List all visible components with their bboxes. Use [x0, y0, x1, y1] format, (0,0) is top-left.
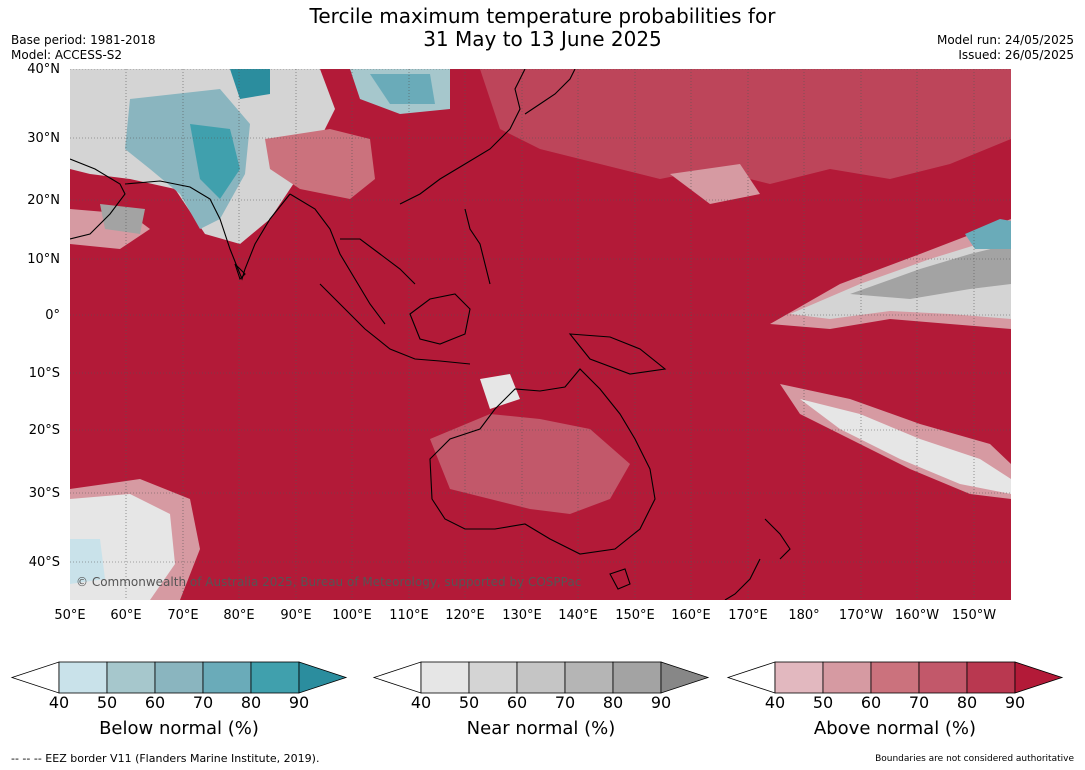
lon-label: 140°E [558, 608, 598, 623]
lon-label: 180° [788, 608, 820, 623]
lat-label: 30°N [27, 131, 60, 146]
below-normal-region [965, 219, 1011, 249]
colorbar-tick-label: 80 [602, 693, 624, 712]
below-normal-region [370, 74, 435, 104]
colorbar-near-normal [372, 661, 710, 694]
colorbar-title-near: Near normal (%) [466, 718, 616, 739]
lon-label: 120°E [445, 608, 485, 623]
lon-label: 110°E [389, 608, 429, 623]
map-title-line1: Tercile maximum temperature probabilitie… [309, 4, 776, 28]
eez-note: -- -- -- EEZ border V11 (Flanders Marine… [11, 752, 320, 765]
lon-label: 70°E [167, 608, 199, 623]
lat-label: 40°N [27, 62, 60, 77]
colorbar-extend-high [298, 661, 348, 694]
above-moderate-region [430, 414, 630, 514]
colorbar-tick-label: 70 [554, 693, 576, 712]
colorbar-segment [918, 661, 968, 694]
colorbar-tick-label: 50 [96, 693, 118, 712]
near-normal-region [480, 374, 520, 409]
colorbar-tick-label: 70 [908, 693, 930, 712]
boundary-disclaimer: Boundaries are not considered authoritat… [875, 754, 1074, 764]
colorbars [10, 661, 1064, 694]
lat-label: 20°N [27, 193, 60, 208]
model-run: Model run: 24/05/2025 [936, 33, 1074, 47]
colorbar-extend-high [660, 661, 710, 694]
lon-label: 170°E [728, 608, 768, 623]
lat-label: 10°S [28, 366, 60, 381]
lon-label: 100°E [332, 608, 372, 623]
colorbar-segment [612, 661, 662, 694]
colorbar-tick-label: 40 [410, 693, 432, 712]
above-moderate-region [480, 69, 1011, 184]
near-normal-high-region [850, 244, 1011, 299]
colorbar-extend-low [372, 661, 422, 694]
colorbar-tick-label: 60 [144, 693, 166, 712]
below-normal-high-region [190, 124, 240, 199]
lon-label: 170°W [838, 608, 884, 623]
colorbar-segment [516, 661, 566, 694]
lon-label: 130°E [502, 608, 542, 623]
colorbar-tick-label: 50 [812, 693, 834, 712]
colorbar-extend-low [10, 661, 60, 694]
lon-label: 160°E [671, 608, 711, 623]
colorbar-tick-label: 90 [288, 693, 310, 712]
colorbar-segment [250, 661, 300, 694]
colorbar-segment [202, 661, 252, 694]
lat-label: 40°S [28, 555, 60, 570]
colorbar-tick-label: 90 [1004, 693, 1026, 712]
colorbar-tick-label: 70 [192, 693, 214, 712]
colorbar-tick-label: 60 [506, 693, 528, 712]
colorbar-segment [106, 661, 156, 694]
colorbar-segment [58, 661, 108, 694]
colorbar-extend-low [726, 661, 776, 694]
lon-label: 150°W [951, 608, 997, 623]
colorbar-below-normal [10, 661, 348, 694]
colorbar-segment [966, 661, 1016, 694]
colorbar-segment [154, 661, 204, 694]
colorbar-title-below: Below normal (%) [99, 718, 259, 739]
colorbar-segment [870, 661, 920, 694]
colorbar-segment [468, 661, 518, 694]
colorbar-segment [564, 661, 614, 694]
near-normal-region [800, 399, 1011, 494]
colorbar-tick-label: 80 [956, 693, 978, 712]
lon-label: 50°E [54, 608, 86, 623]
colorbar-title-above: Above normal (%) [813, 718, 977, 739]
colorbar-tick-label: 40 [48, 693, 70, 712]
colorbar-segment [822, 661, 872, 694]
lat-label: 10°N [27, 252, 60, 267]
map-title-line2: 31 May to 13 June 2025 [423, 27, 662, 51]
colorbar-tick-label: 60 [860, 693, 882, 712]
base-period: Base period: 1981-2018 [11, 33, 156, 47]
graticule [70, 69, 1011, 600]
colorbar-extend-high [1014, 661, 1064, 694]
colorbar-tick-label: 90 [650, 693, 672, 712]
probability-map: © Commonwealth of Australia 2025, Bureau… [70, 69, 1011, 600]
lon-label: 150°E [615, 608, 655, 623]
below-normal-region [70, 539, 105, 584]
lon-label: 60°E [110, 608, 142, 623]
lat-label: 20°S [28, 423, 60, 438]
colorbar-tick-label: 80 [240, 693, 262, 712]
copyright-note: © Commonwealth of Australia 2025, Bureau… [76, 575, 581, 589]
colorbar-tick-label: 40 [764, 693, 786, 712]
lat-label: 30°S [28, 486, 60, 501]
below-normal-high-region [230, 69, 270, 99]
colorbar-segment [774, 661, 824, 694]
model-name: Model: ACCESS-S2 [11, 48, 123, 62]
colorbar-above-normal [726, 661, 1064, 694]
colorbar-segment [420, 661, 470, 694]
lon-label: 90°E [280, 608, 312, 623]
lon-label: 80°E [223, 608, 255, 623]
lon-label: 160°W [894, 608, 940, 623]
colorbar-tick-label: 50 [458, 693, 480, 712]
above-low-region [670, 164, 760, 204]
issued-date: Issued: 26/05/2025 [958, 48, 1074, 62]
coastlines [70, 69, 791, 600]
lat-label: 0° [45, 308, 60, 323]
above-moderate-region [265, 129, 375, 199]
